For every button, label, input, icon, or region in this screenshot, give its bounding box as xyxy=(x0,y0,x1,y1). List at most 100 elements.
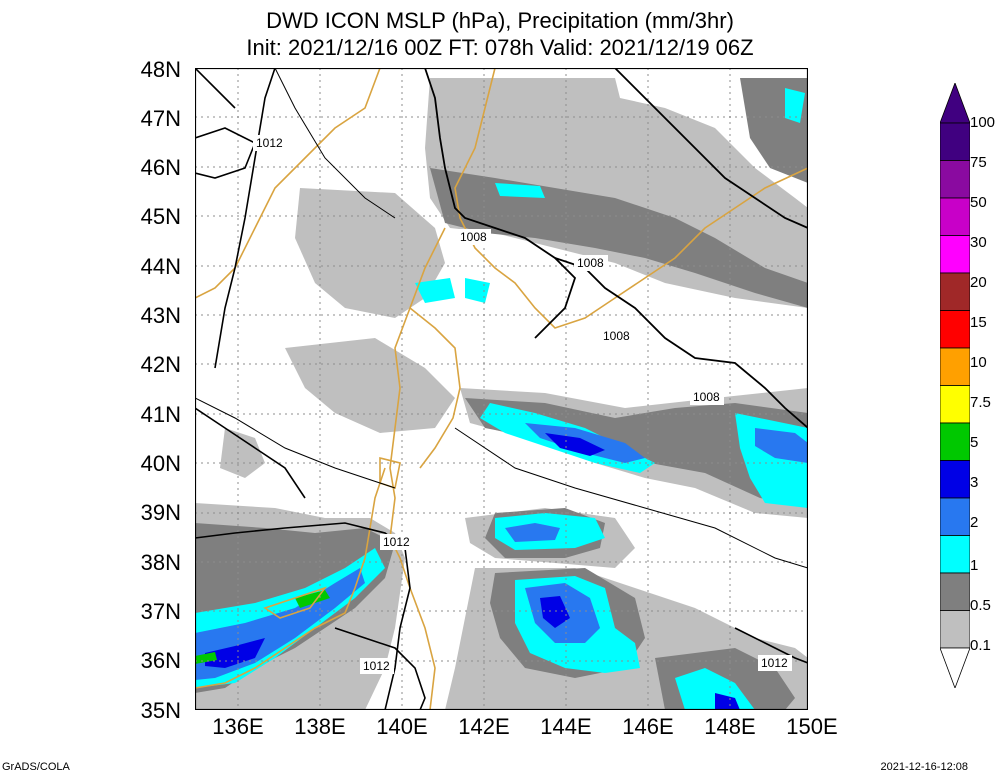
lon-label: 150E xyxy=(786,714,838,739)
coast-sakhalin-asia xyxy=(195,68,381,299)
precipitation-map: 1012 1008 1008 1008 1008 1012 1012 1012 xyxy=(195,68,808,710)
lon-label: 140E xyxy=(376,714,428,739)
lat-label: 35N xyxy=(140,698,181,723)
colorbar-cell xyxy=(940,572,970,611)
colorbar-label: 3 xyxy=(970,474,979,491)
lat-label: 42N xyxy=(140,352,181,377)
lat-label: 48N xyxy=(140,57,181,82)
lat-label: 43N xyxy=(140,303,181,328)
isobar-1012-f xyxy=(734,627,808,664)
precip-dkblue-se xyxy=(715,693,740,710)
colorbar-bottom-triangle xyxy=(940,647,970,688)
isobar-1012-b xyxy=(214,68,276,369)
precip-blue-38n xyxy=(505,523,560,542)
isobar-1012-e xyxy=(195,407,306,499)
isobar-thin-a xyxy=(195,397,396,489)
colorbar-cell xyxy=(940,272,970,311)
colorbar-label: 75 xyxy=(970,154,987,171)
lat-label: 45N xyxy=(140,204,181,229)
colorbar-cell xyxy=(940,160,970,199)
isobar-label: 1008 xyxy=(577,256,604,270)
lon-label: 144E xyxy=(540,714,592,739)
lat-label: 41N xyxy=(140,402,181,427)
precip-area-sado xyxy=(220,428,265,478)
colorbar-label: 2 xyxy=(970,514,979,531)
lon-label: 146E xyxy=(622,714,674,739)
colorbar-label: 0.1 xyxy=(970,637,991,654)
precip-area-west-honshu xyxy=(295,188,445,318)
map-subtitle: Init: 2021/12/16 00Z FT: 078h Valid: 202… xyxy=(246,35,754,60)
isobar-1008-a xyxy=(424,68,577,339)
lat-label: 38N xyxy=(140,550,181,575)
coastlines xyxy=(195,68,808,710)
colorbar-label: 10 xyxy=(970,354,987,371)
footer-timestamp: 2021-12-16-12:08 xyxy=(880,761,968,773)
precip-dkblue-40n xyxy=(545,433,605,456)
colorbar-cell xyxy=(940,197,970,236)
precip-band-44n xyxy=(430,168,808,308)
map-title: DWD ICON MSLP (hPa), Precipitation (mm/3… xyxy=(266,8,734,33)
lat-label: 36N xyxy=(140,648,181,673)
lat-label: 37N xyxy=(140,599,181,624)
isobar-1012-a xyxy=(195,127,257,179)
colorbar-label: 15 xyxy=(970,314,987,331)
isobar-1008-c xyxy=(614,68,808,229)
precip-cyan-45n xyxy=(495,183,545,198)
precip-green-37n xyxy=(295,590,330,608)
colorbar-label: 20 xyxy=(970,274,987,291)
colorbar-cell xyxy=(940,235,970,274)
isobar-1012-d xyxy=(334,627,426,710)
colorbar-label: 7.5 xyxy=(970,394,991,411)
colorbar-cell xyxy=(940,460,970,499)
isobar-label: 1008 xyxy=(603,329,630,343)
coast-hokkaido xyxy=(454,68,808,329)
lon-label: 142E xyxy=(458,714,510,739)
colorbar-cell xyxy=(940,347,970,386)
lat-label: 40N xyxy=(140,451,181,476)
precip-blue-east xyxy=(755,428,808,463)
lon-label: 136E xyxy=(212,714,264,739)
coast-tsugaru xyxy=(409,307,461,469)
lat-label: 47N xyxy=(140,106,181,131)
coast-honshu-east xyxy=(389,227,446,710)
graticule xyxy=(195,68,808,710)
colorbar-cell xyxy=(940,310,970,349)
isobar-thin-c xyxy=(274,68,396,219)
isobar-1012-g xyxy=(195,68,236,109)
colorbar-cell xyxy=(940,422,970,461)
colorbar xyxy=(940,83,970,688)
lat-label: 46N xyxy=(140,155,181,180)
isobar-label: 1012 xyxy=(363,659,390,673)
colorbar-cell xyxy=(940,610,970,649)
colorbar-cell xyxy=(940,535,970,574)
coast-noto xyxy=(263,586,328,619)
isobar-label: 1012 xyxy=(383,535,410,549)
precip-cyan-ne xyxy=(785,88,805,123)
colorbar-cell xyxy=(940,122,970,161)
isobar-thin-b xyxy=(454,427,808,569)
colorbar-label: 50 xyxy=(970,194,987,211)
colorbar-cell xyxy=(940,497,970,536)
colorbar-label: 30 xyxy=(970,234,987,251)
isobar-label: 1008 xyxy=(693,390,720,404)
precip-cyan-43n xyxy=(415,278,455,303)
precip-5-areas xyxy=(195,590,330,664)
isobars-1008 xyxy=(424,68,808,429)
isobar-label: 1012 xyxy=(256,136,283,150)
precip-green-36n xyxy=(195,652,217,664)
colorbar-label: 1 xyxy=(970,557,979,574)
isobar-labels: 1012 1008 1008 1008 1008 1012 1012 1012 xyxy=(253,135,792,674)
footer-software: GrADS/COLA xyxy=(2,761,70,773)
colorbar-label: 0.5 xyxy=(970,597,991,614)
lon-label: 138E xyxy=(294,714,346,739)
coast-honshu-west xyxy=(195,467,386,689)
lon-label: 148E xyxy=(704,714,756,739)
isobar-label: 1008 xyxy=(460,230,487,244)
lat-label: 44N xyxy=(140,254,181,279)
colorbar-label: 5 xyxy=(970,434,979,451)
precip-area-sea-of-japan xyxy=(285,338,455,433)
isobar-1008-b xyxy=(554,257,808,429)
colorbar-cell xyxy=(940,385,970,424)
map-frame xyxy=(195,68,808,710)
colorbar-label: 100 xyxy=(970,114,996,131)
